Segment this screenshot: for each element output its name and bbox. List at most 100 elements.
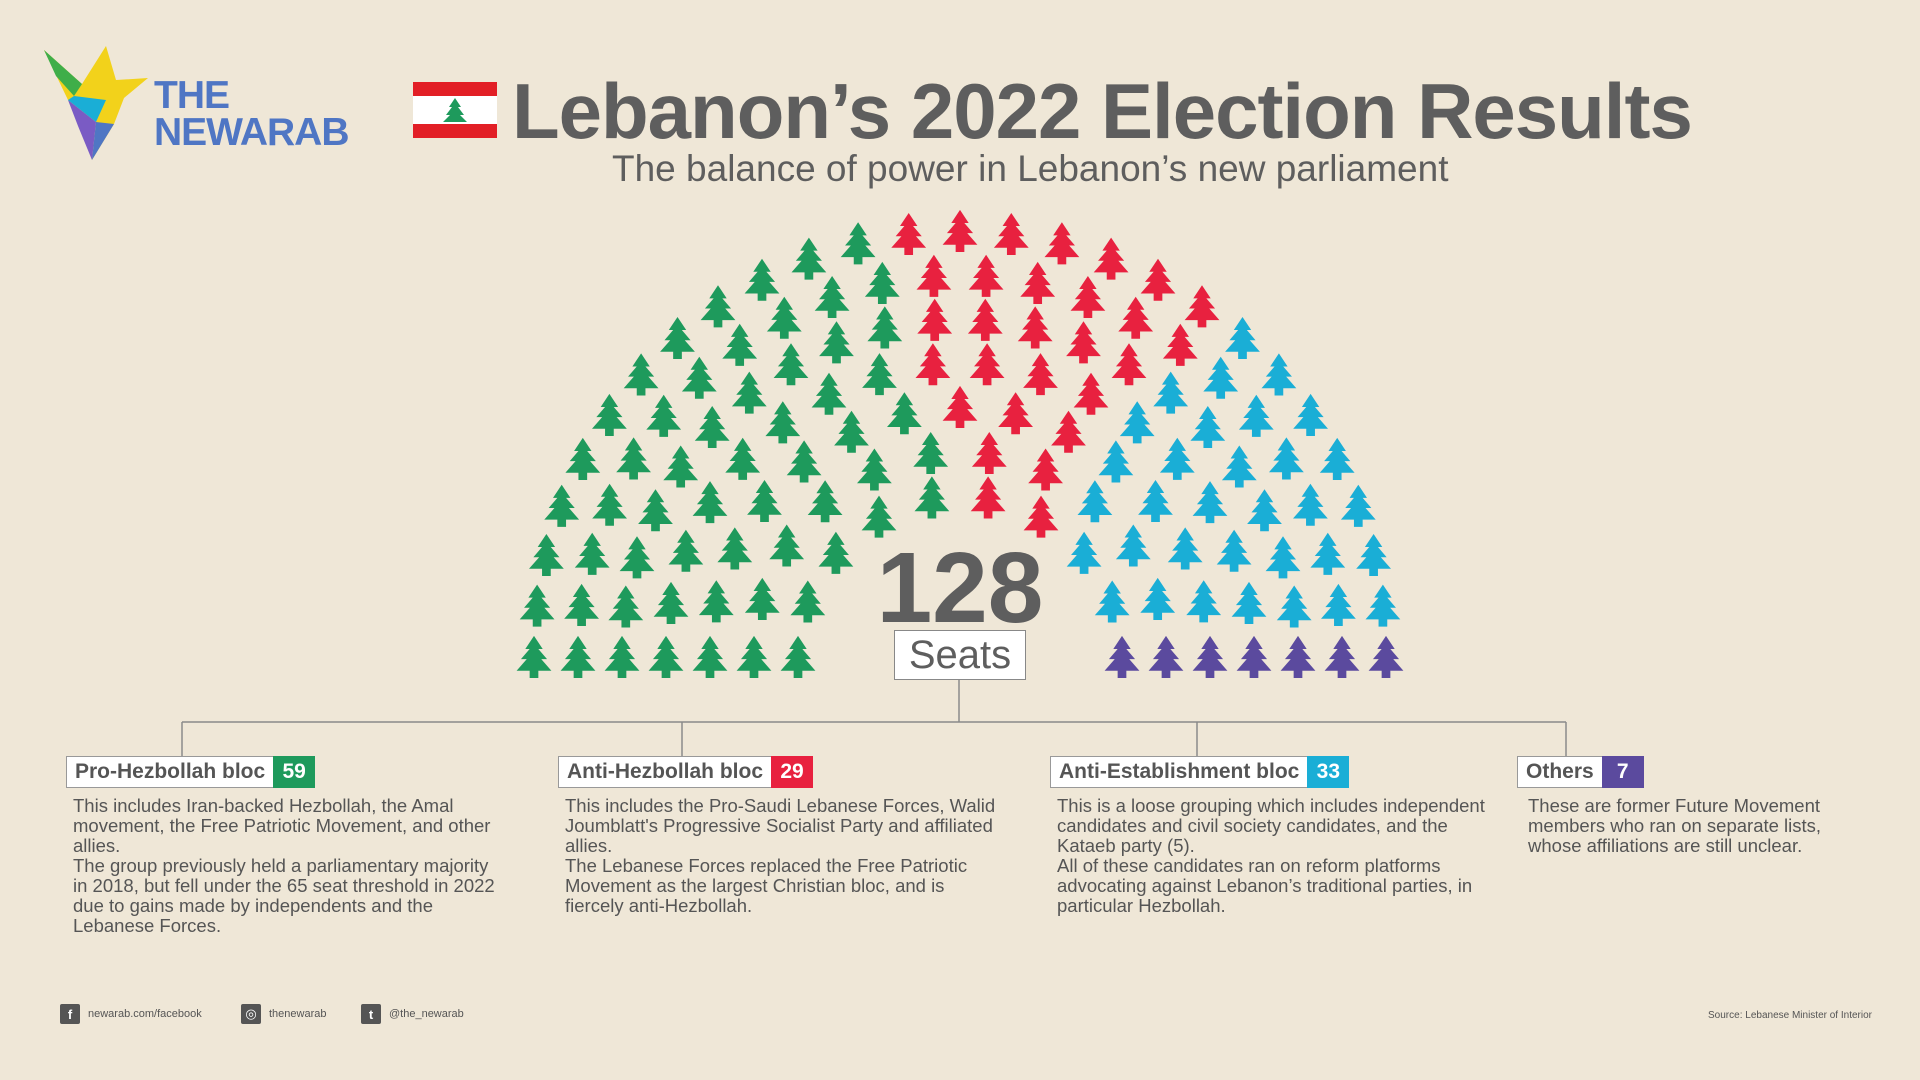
cedar-tree-icon	[663, 445, 699, 488]
cedar-tree-icon	[917, 298, 953, 341]
cedar-tree-icon	[811, 372, 847, 415]
cedar-tree-icon	[915, 343, 951, 386]
cedar-tree-icon	[1118, 296, 1154, 339]
bloc-description: This includes the Pro-Saudi Lebanese For…	[565, 795, 996, 916]
cedar-tree-icon	[1238, 394, 1274, 437]
twitter-link[interactable]: t @the_newarab	[361, 1004, 464, 1024]
cedar-tree-icon	[623, 353, 659, 396]
cedar-tree-icon	[1280, 635, 1316, 678]
bird-logo-icon	[44, 46, 148, 160]
cedar-tree-icon	[942, 209, 978, 252]
cedar-tree-icon	[1221, 445, 1257, 488]
cedar-tree-icon	[1276, 585, 1312, 628]
cedar-tree-icon	[1023, 495, 1059, 538]
cedar-tree-icon	[1216, 529, 1252, 572]
cedar-tree-icon	[619, 536, 655, 579]
cedar-tree-icon	[913, 432, 949, 475]
cedar-tree-icon	[786, 440, 822, 483]
cedar-tree-icon	[744, 577, 780, 620]
cedar-tree-icon	[1265, 536, 1301, 579]
cedar-tree-icon	[698, 580, 734, 623]
cedar-tree-icon	[1225, 317, 1260, 360]
bloc-name: Anti-Establishment bloc	[1050, 756, 1308, 788]
cedar-tree-icon	[681, 356, 717, 399]
source-note: Source: Lebanese Minister of Interior	[1708, 1010, 1872, 1021]
brand-line-2: NEWARAB	[154, 111, 349, 154]
bloc-seat-count: 29	[771, 756, 813, 788]
bloc-seat-count: 33	[1307, 756, 1350, 788]
bloc-description: This includes Iran-backed Hezbollah, the…	[73, 795, 495, 936]
cedar-tree-icon	[1321, 583, 1356, 626]
cedar-tree-icon	[1066, 531, 1102, 574]
cedar-tree-icon	[1153, 371, 1189, 414]
brand-logo: THE NEWARAB	[44, 40, 364, 170]
cedar-tree-icon	[592, 483, 627, 526]
cedar-tree-icon	[1073, 372, 1109, 415]
bloc-anti-establishment: Anti-Establishment bloc 33 This is a loo…	[1050, 756, 1490, 916]
cedar-tree-icon	[857, 448, 892, 491]
bloc-name: Pro-Hezbollah bloc	[66, 756, 274, 788]
cedar-tree-icon	[1140, 258, 1176, 301]
cedar-tree-icon	[653, 581, 689, 624]
cedar-tree-icon	[1028, 448, 1063, 491]
page-subtitle: The balance of power in Lebanon’s new pa…	[612, 148, 1449, 189]
cedar-tree-icon	[1051, 410, 1086, 453]
cedar-tree-icon	[731, 371, 767, 414]
cedar-tree-icon	[1261, 353, 1297, 396]
cedar-tree-icon	[807, 480, 843, 523]
cedar-tree-icon	[1192, 635, 1228, 678]
cedar-tree-icon	[1319, 437, 1355, 480]
cedar-tree-icon	[1310, 532, 1346, 575]
cedar-tree-icon	[1340, 484, 1376, 527]
cedar-tree-icon	[766, 296, 802, 339]
instagram-link[interactable]: ◎ thenewarab	[241, 1004, 327, 1024]
cedar-tree-icon	[592, 393, 627, 436]
cedar-tree-icon	[814, 276, 850, 319]
cedar-tree-icon	[646, 394, 682, 437]
cedar-tree-icon	[862, 353, 897, 396]
cedar-tree-icon	[722, 323, 758, 366]
cedar-tree-icon	[1104, 635, 1140, 678]
cedar-tree-icon	[516, 635, 552, 678]
bloc-seat-count: 7	[1601, 756, 1644, 788]
bloc-description: These are former Future Movement members…	[1528, 795, 1822, 856]
cedar-tree-icon	[747, 480, 782, 523]
cedar-tree-icon	[864, 261, 900, 304]
page-title: Lebanon’s 2022 Election Results	[512, 67, 1693, 155]
cedar-tree-icon	[914, 476, 950, 519]
cedar-tree-icon	[1159, 437, 1195, 480]
cedar-tree-icon	[1203, 356, 1239, 399]
facebook-link[interactable]: f newarab.com/facebook	[60, 1004, 202, 1024]
cedar-tree-icon	[969, 343, 1005, 386]
cedar-tree-icon	[692, 481, 728, 524]
cedar-tree-icon	[834, 410, 869, 453]
cedar-tree-icon	[725, 437, 761, 480]
cedar-tree-icon	[1020, 261, 1056, 304]
cedar-tree-icon	[867, 306, 903, 349]
bloc-others: Others 7 These are former Future Movemen…	[1517, 756, 1877, 856]
cedar-tree-icon	[736, 635, 772, 678]
cedar-tree-icon	[891, 213, 927, 256]
cedar-tree-icon	[604, 635, 640, 678]
cedar-tree-icon	[1231, 581, 1267, 624]
cedar-tree-icon	[1138, 480, 1173, 523]
cedar-tree-icon	[1190, 406, 1226, 449]
bloc-name: Anti-Hezbollah bloc	[558, 756, 771, 788]
cedar-tree-icon	[970, 476, 1006, 519]
cedar-tree-icon	[861, 495, 897, 538]
bloc-name: Others	[1517, 756, 1602, 788]
cedar-tree-icon	[692, 635, 728, 678]
cedar-tree-icon	[769, 524, 805, 567]
cedar-tree-icon	[1192, 481, 1228, 524]
cedar-tree-icon	[1111, 343, 1147, 386]
parliament-hemicycle	[516, 209, 1404, 678]
cedar-tree-icon	[1162, 323, 1198, 366]
cedar-tree-icon	[993, 213, 1029, 256]
cedar-tree-icon	[840, 222, 876, 265]
seats-label: Seats	[894, 630, 1026, 680]
cedar-tree-icon	[1186, 580, 1222, 623]
cedar-tree-icon	[790, 580, 826, 623]
brand-line-1: THE	[154, 74, 230, 117]
bloc-seat-count: 59	[273, 756, 316, 788]
